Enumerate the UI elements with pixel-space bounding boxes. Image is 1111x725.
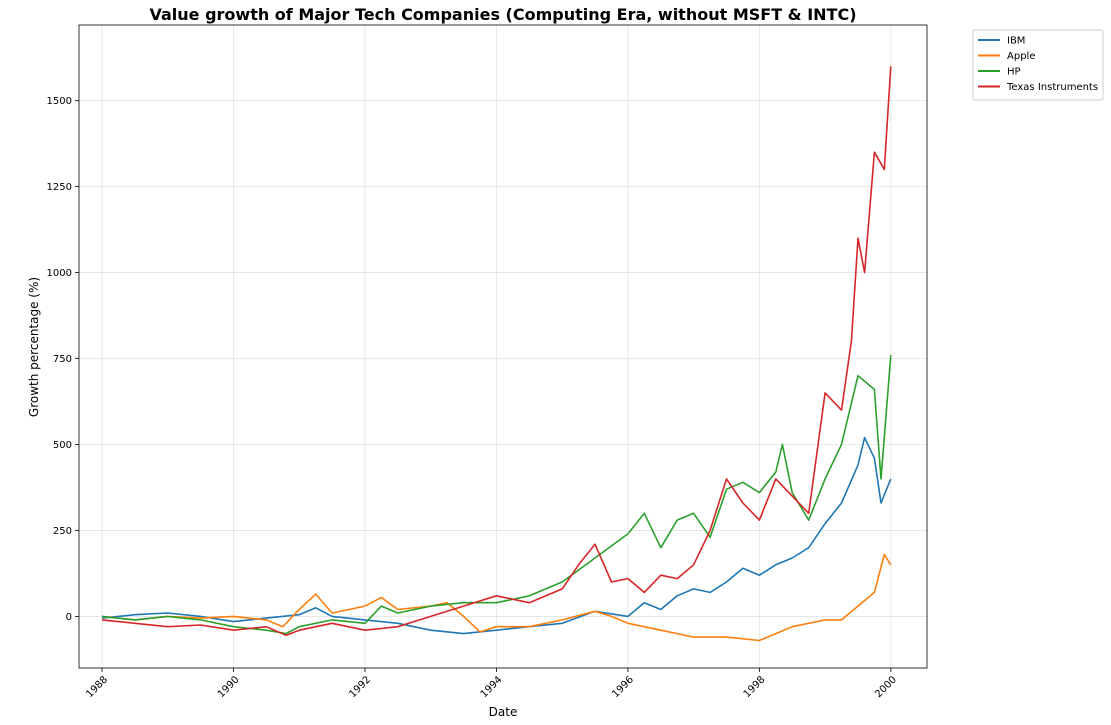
plot-frame [78,24,928,669]
chart-title: Value growth of Major Tech Companies (Co… [149,5,856,24]
grid [79,25,927,668]
legend-label-hp: HP [1007,67,1021,78]
x-axis: 1988 1990 1992 1994 1996 1998 2000 [84,668,899,700]
y-tick-label: 750 [53,354,72,365]
series-group [101,66,892,642]
x-tick-label: 1992 [347,674,373,700]
series-line-apple [101,553,892,642]
x-tick-label: 1998 [742,674,768,700]
x-tick-label: 1988 [84,674,110,700]
x-axis-label: Date [489,705,518,719]
legend-box [972,29,1104,101]
legend: IBM Apple HP Texas Instruments [972,29,1104,101]
series-line-hp [101,355,892,635]
y-tick-label: 1250 [47,182,72,193]
legend-label-texas-instruments: Texas Instruments [1006,82,1098,93]
y-tick-label: 250 [53,526,72,537]
y-axis: 0 250 500 750 1000 1250 1500 [47,96,79,623]
y-tick-label: 1500 [47,96,72,107]
series-line-texas-instruments [101,66,892,637]
y-tick-label: 0 [66,612,72,623]
legend-label-ibm: IBM [1007,36,1025,47]
x-tick-label: 2000 [873,674,899,700]
x-tick-label: 1996 [610,674,636,700]
x-tick-label: 1990 [216,674,242,700]
legend-label-apple: Apple [1007,51,1035,62]
y-axis-label: Growth percentage (%) [27,277,41,417]
x-tick-label: 1994 [479,674,505,700]
y-tick-label: 1000 [47,268,72,279]
y-tick-label: 500 [53,440,72,451]
